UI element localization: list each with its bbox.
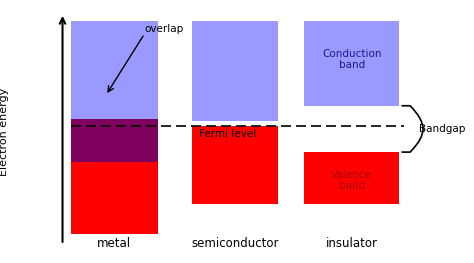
Text: semiconductor: semiconductor: [191, 237, 279, 250]
Bar: [192, 126, 278, 204]
Text: Bandgap: Bandgap: [419, 124, 465, 134]
Text: Fermi level: Fermi level: [199, 129, 255, 139]
Text: Valence
band: Valence band: [331, 170, 372, 191]
Bar: [71, 119, 157, 162]
Text: Conduction
band: Conduction band: [322, 49, 382, 70]
Bar: [304, 21, 399, 106]
Text: metal: metal: [97, 237, 131, 250]
Bar: [71, 21, 157, 162]
Bar: [192, 21, 278, 121]
Bar: [71, 119, 157, 235]
Text: insulator: insulator: [326, 237, 378, 250]
Bar: [304, 152, 399, 204]
Text: overlap: overlap: [145, 23, 184, 33]
Text: Electron energy: Electron energy: [0, 87, 9, 176]
